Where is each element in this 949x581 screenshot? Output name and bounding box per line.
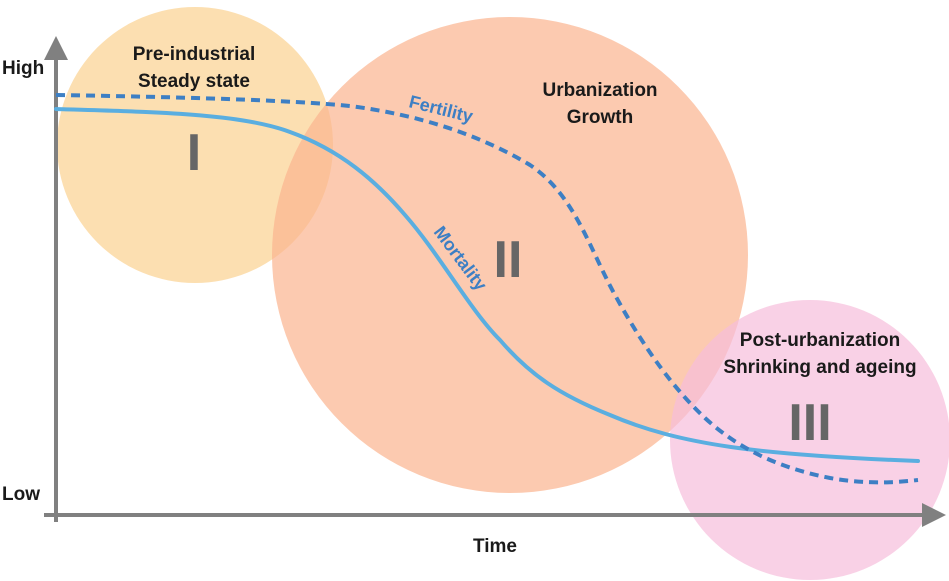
stage-1-numeral: I <box>187 124 201 182</box>
x-axis-arrowhead <box>922 503 946 527</box>
y-axis <box>44 36 68 522</box>
stage-3-numeral: III <box>788 394 831 452</box>
stage-3-title-line1: Post-urbanization <box>740 330 900 351</box>
x-axis-label: Time <box>473 536 517 557</box>
stage-2-title-line1: Urbanization <box>542 80 657 101</box>
x-axis <box>44 503 946 527</box>
stage-1-circle <box>57 7 333 283</box>
mortality-curve <box>54 107 920 463</box>
stage-1-title-line1: Pre-industrial <box>133 44 255 65</box>
stage-2-circle <box>272 17 748 493</box>
stage-3-title-line2: Shrinking and ageing <box>723 357 916 378</box>
stage-2-title-line2: Growth <box>567 107 634 128</box>
stage-2-numeral: II <box>494 231 523 289</box>
y-axis-low-label: Low <box>2 484 40 505</box>
y-axis-arrowhead <box>44 36 68 60</box>
stage-3-circle <box>670 300 949 580</box>
fertility-curve <box>55 93 919 485</box>
y-axis-high-label: High <box>2 58 44 79</box>
stage-1-title-line2: Steady state <box>138 71 250 92</box>
